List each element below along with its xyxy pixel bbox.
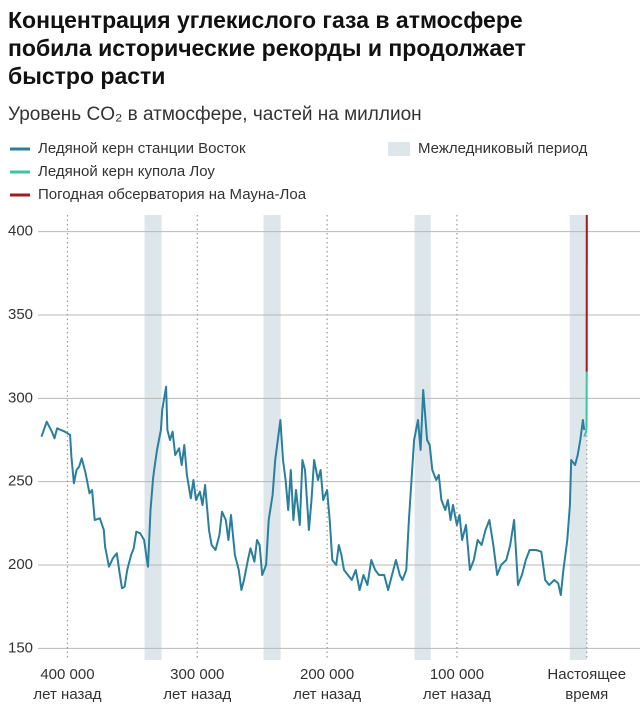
- x-tick-label: время: [565, 686, 608, 703]
- x-tick-label: 100 000: [430, 666, 484, 683]
- y-tick-label: 400: [8, 223, 33, 240]
- chart-title-line: быстро расти: [8, 63, 165, 89]
- series-line: [40, 385, 586, 596]
- interglacial-band: [569, 215, 587, 660]
- legend-swatch: [388, 142, 410, 156]
- x-tick-label: Настоящее: [547, 666, 626, 683]
- chart-title-line: побила исторические рекорды и продолжает: [8, 35, 526, 61]
- y-tick-label: 350: [8, 306, 33, 323]
- legend-label: Ледяной керн станции Восток: [38, 140, 246, 157]
- x-tick-label: лет назад: [163, 686, 231, 703]
- x-tick-label: лет назад: [293, 686, 361, 703]
- x-tick-label: 400 000: [40, 666, 94, 683]
- series-line: [583, 371, 588, 438]
- chart-subtitle: Уровень CO₂ в атмосфере, частей на милли…: [8, 104, 422, 125]
- interglacial-band: [414, 215, 431, 660]
- x-tick-label: 200 000: [300, 666, 354, 683]
- legend-label: Погодная обсерватория на Мауна-Лоа: [38, 186, 307, 203]
- y-tick-label: 250: [8, 473, 33, 490]
- x-tick-label: 300 000: [170, 666, 224, 683]
- y-tick-label: 150: [8, 639, 33, 656]
- legend-label: Межледниковый период: [418, 140, 588, 157]
- chart-title-line: Концентрация углекислого газа в атмосфер…: [8, 7, 523, 33]
- y-tick-label: 200: [8, 556, 33, 573]
- y-tick-label: 300: [8, 389, 33, 406]
- x-tick-label: лет назад: [423, 686, 491, 703]
- x-tick-label: лет назад: [33, 686, 101, 703]
- legend-label: Ледяной керн купола Лоу: [38, 163, 215, 180]
